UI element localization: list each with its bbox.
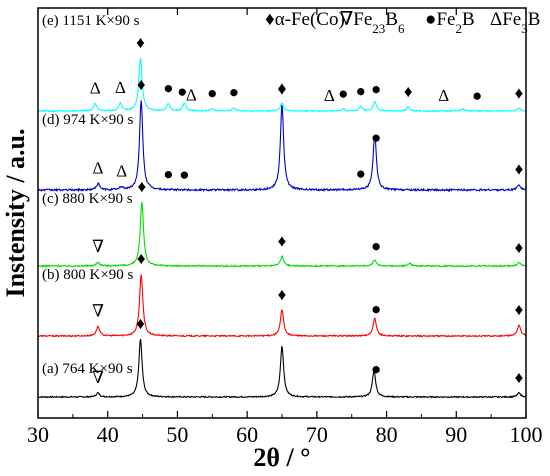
- curve-labels-group: (a) 764 K×90 s (b) 800 K×90 s (c) 880 K×90…: [42, 13, 140, 377]
- curve-label-d: (d) 974 K×90 s: [42, 112, 134, 128]
- curve-label-c: (c) 880 K×90 s: [42, 191, 133, 207]
- legend-item-3: ΔFe3B: [490, 9, 540, 36]
- peak-marker-d-4: ●: [179, 165, 189, 184]
- peak-marker-e-6: ●: [207, 84, 217, 103]
- curve-label-b: (b) 800 K×90 s: [42, 267, 134, 283]
- peak-marker-e-5: Δ: [186, 85, 197, 104]
- peak-marker-e-9: Δ: [324, 86, 335, 105]
- curve-label-e: (e) 1151 K×90 s: [42, 13, 140, 29]
- legend-symbol-3: Δ: [490, 9, 502, 30]
- peak-marker-e-2: ♦: [136, 33, 145, 52]
- peak-marker-d-5: ♦: [278, 80, 287, 99]
- legend-symbol-1: ∇: [340, 9, 353, 30]
- curve-label-a: (a) 764 K×90 s: [42, 361, 133, 377]
- peak-marker-e-13: ♦: [404, 82, 413, 101]
- peak-marker-e-0: Δ: [90, 78, 101, 97]
- series-line-e: [37, 57, 527, 113]
- peak-marker-d-6: ●: [356, 164, 366, 183]
- x-tick-label-70: 70: [306, 422, 328, 447]
- peak-marker-c-4: ♦: [515, 238, 524, 257]
- peak-marker-e-10: ●: [338, 84, 348, 103]
- peak-marker-e-11: ●: [356, 82, 366, 101]
- peak-marker-c-3: ●: [371, 237, 381, 256]
- peak-marker-a-3: ♦: [515, 368, 524, 387]
- peak-marker-e-7: ●: [229, 83, 239, 102]
- peak-marker-b-2: ♦: [278, 285, 287, 304]
- x-tick-label-90: 90: [445, 422, 467, 447]
- series-line-b: [37, 274, 527, 338]
- x-axis-label: 2θ / °: [253, 443, 310, 472]
- legend-item-1: ∇Fe23B6: [340, 9, 405, 36]
- plot-frame: [37, 7, 527, 419]
- x-tick-label-60: 60: [236, 422, 258, 447]
- x-axis-ticks: 30 40 50 60 70 80 90 100: [27, 8, 543, 447]
- peak-marker-c-2: ♦: [278, 231, 287, 250]
- peak-marker-a-1: ♦: [136, 314, 145, 333]
- series-line-a: [37, 338, 527, 399]
- legend-item-2: ●Fe2B: [425, 9, 475, 36]
- peak-marker-e-12: ●: [371, 80, 381, 99]
- legend-item-0: ♦α-Fe(Co): [265, 9, 345, 30]
- peak-marker-c-1: ♦: [138, 177, 147, 196]
- x-tick-label-40: 40: [97, 422, 119, 447]
- peak-marker-d-8: ♦: [515, 160, 524, 179]
- peak-marker-e-14: Δ: [438, 86, 449, 105]
- curves-group: [37, 57, 527, 399]
- x-tick-label-30: 30: [27, 422, 49, 447]
- legend-symbol-0: ♦: [265, 9, 275, 30]
- peak-marker-e-8: ♦: [278, 79, 287, 98]
- x-tick-label-80: 80: [376, 422, 398, 447]
- peak-marker-e-15: ●: [472, 86, 482, 105]
- peak-marker-d-0: Δ: [93, 159, 104, 178]
- series-line-d: [37, 100, 527, 193]
- peak-marker-b-0: ∇: [92, 302, 104, 321]
- peak-marker-c-0: ∇: [92, 237, 104, 256]
- peak-marker-e-1: Δ: [115, 78, 126, 97]
- peak-marker-b-1: ♦: [137, 249, 146, 268]
- markers-group: ∇♦● ♦∇♦♦● ♦∇♦♦ ● ♦Δ Δ♦● ●♦●●♦Δ Δ♦● ●Δ ● ● ♦ Δ ● ● ● ♦ Δ ● ♦: [90, 33, 524, 387]
- peak-marker-e-16: ♦: [515, 83, 524, 102]
- peak-marker-b-4: ♦: [515, 300, 524, 319]
- peak-marker-d-2: ♦: [137, 75, 146, 94]
- peak-marker-a-0: ∇: [92, 368, 104, 387]
- peak-marker-d-7: ●: [371, 128, 381, 147]
- peak-marker-a-2: ●: [371, 360, 381, 379]
- x-tick-label-100: 100: [510, 422, 543, 447]
- legend-symbol-2: ●: [425, 9, 436, 30]
- peak-marker-e-3: ●: [163, 79, 173, 98]
- x-tick-label-50: 50: [166, 422, 188, 447]
- peak-marker-e-4: ●: [177, 82, 187, 101]
- peak-marker-d-3: ●: [163, 165, 173, 184]
- peak-marker-b-3: ●: [371, 300, 381, 319]
- series-line-c: [37, 201, 527, 268]
- peak-marker-d-1: Δ: [116, 161, 127, 180]
- legend: ♦α-Fe(Co)∇Fe23B6 ●Fe2B ΔFe3B: [265, 9, 540, 36]
- y-axis-label: Instensity / a.u.: [1, 128, 30, 297]
